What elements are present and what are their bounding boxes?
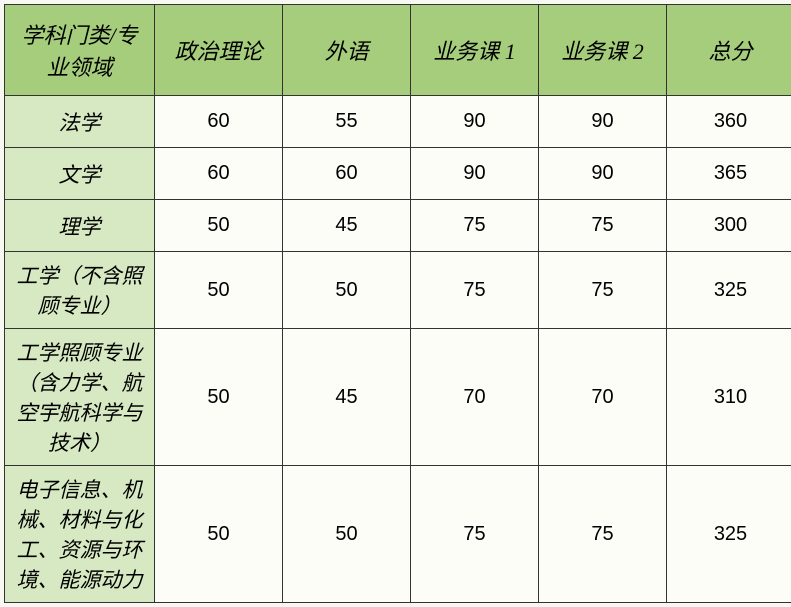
table-row: 理学50457575300 xyxy=(5,200,791,252)
cell-value: 50 xyxy=(283,466,411,603)
cell-value: 90 xyxy=(539,96,667,148)
cell-value: 50 xyxy=(155,200,283,252)
table-row: 工学照顾专业（含力学、航空宇航科学与技术）50457070310 xyxy=(5,329,791,466)
col-header-foreign: 外语 xyxy=(283,5,411,96)
cell-value: 90 xyxy=(539,148,667,200)
cell-value: 60 xyxy=(283,148,411,200)
cell-value: 70 xyxy=(411,329,539,466)
table-row: 工学（不含照顾专业）50507575325 xyxy=(5,252,791,329)
cell-value: 45 xyxy=(283,200,411,252)
cell-value: 325 xyxy=(667,466,791,603)
cell-value: 310 xyxy=(667,329,791,466)
cell-value: 75 xyxy=(539,252,667,329)
table-row: 电子信息、机械、材料与化工、资源与环境、能源动力50507575325 xyxy=(5,466,791,603)
cell-value: 50 xyxy=(155,252,283,329)
col-header-course1: 业务课 1 xyxy=(411,5,539,96)
table-row: 文学60609090365 xyxy=(5,148,791,200)
row-label: 工学（不含照顾专业） xyxy=(5,252,155,329)
row-label: 法学 xyxy=(5,96,155,148)
cell-value: 90 xyxy=(411,148,539,200)
cell-value: 75 xyxy=(411,466,539,603)
cell-value: 60 xyxy=(155,148,283,200)
cell-value: 60 xyxy=(155,96,283,148)
cell-value: 50 xyxy=(283,252,411,329)
scores-table: 学科门类/专业领域 政治理论 外语 业务课 1 业务课 2 总分 法学60559… xyxy=(4,4,791,603)
cell-value: 360 xyxy=(667,96,791,148)
table-row: 法学60559090360 xyxy=(5,96,791,148)
cell-value: 45 xyxy=(283,329,411,466)
cell-value: 50 xyxy=(155,329,283,466)
cell-value: 75 xyxy=(539,466,667,603)
cell-value: 365 xyxy=(667,148,791,200)
cell-value: 90 xyxy=(411,96,539,148)
col-header-course2: 业务课 2 xyxy=(539,5,667,96)
col-header-total: 总分 xyxy=(667,5,791,96)
cell-value: 55 xyxy=(283,96,411,148)
col-header-politics: 政治理论 xyxy=(155,5,283,96)
row-label: 电子信息、机械、材料与化工、资源与环境、能源动力 xyxy=(5,466,155,603)
cell-value: 325 xyxy=(667,252,791,329)
row-label: 工学照顾专业（含力学、航空宇航科学与技术） xyxy=(5,329,155,466)
cell-value: 50 xyxy=(155,466,283,603)
header-row: 学科门类/专业领域 政治理论 外语 业务课 1 业务课 2 总分 xyxy=(5,5,791,96)
cell-value: 75 xyxy=(539,200,667,252)
cell-value: 300 xyxy=(667,200,791,252)
cell-value: 75 xyxy=(411,252,539,329)
cell-value: 70 xyxy=(539,329,667,466)
col-header-category: 学科门类/专业领域 xyxy=(5,5,155,96)
row-label: 文学 xyxy=(5,148,155,200)
row-label: 理学 xyxy=(5,200,155,252)
cell-value: 75 xyxy=(411,200,539,252)
